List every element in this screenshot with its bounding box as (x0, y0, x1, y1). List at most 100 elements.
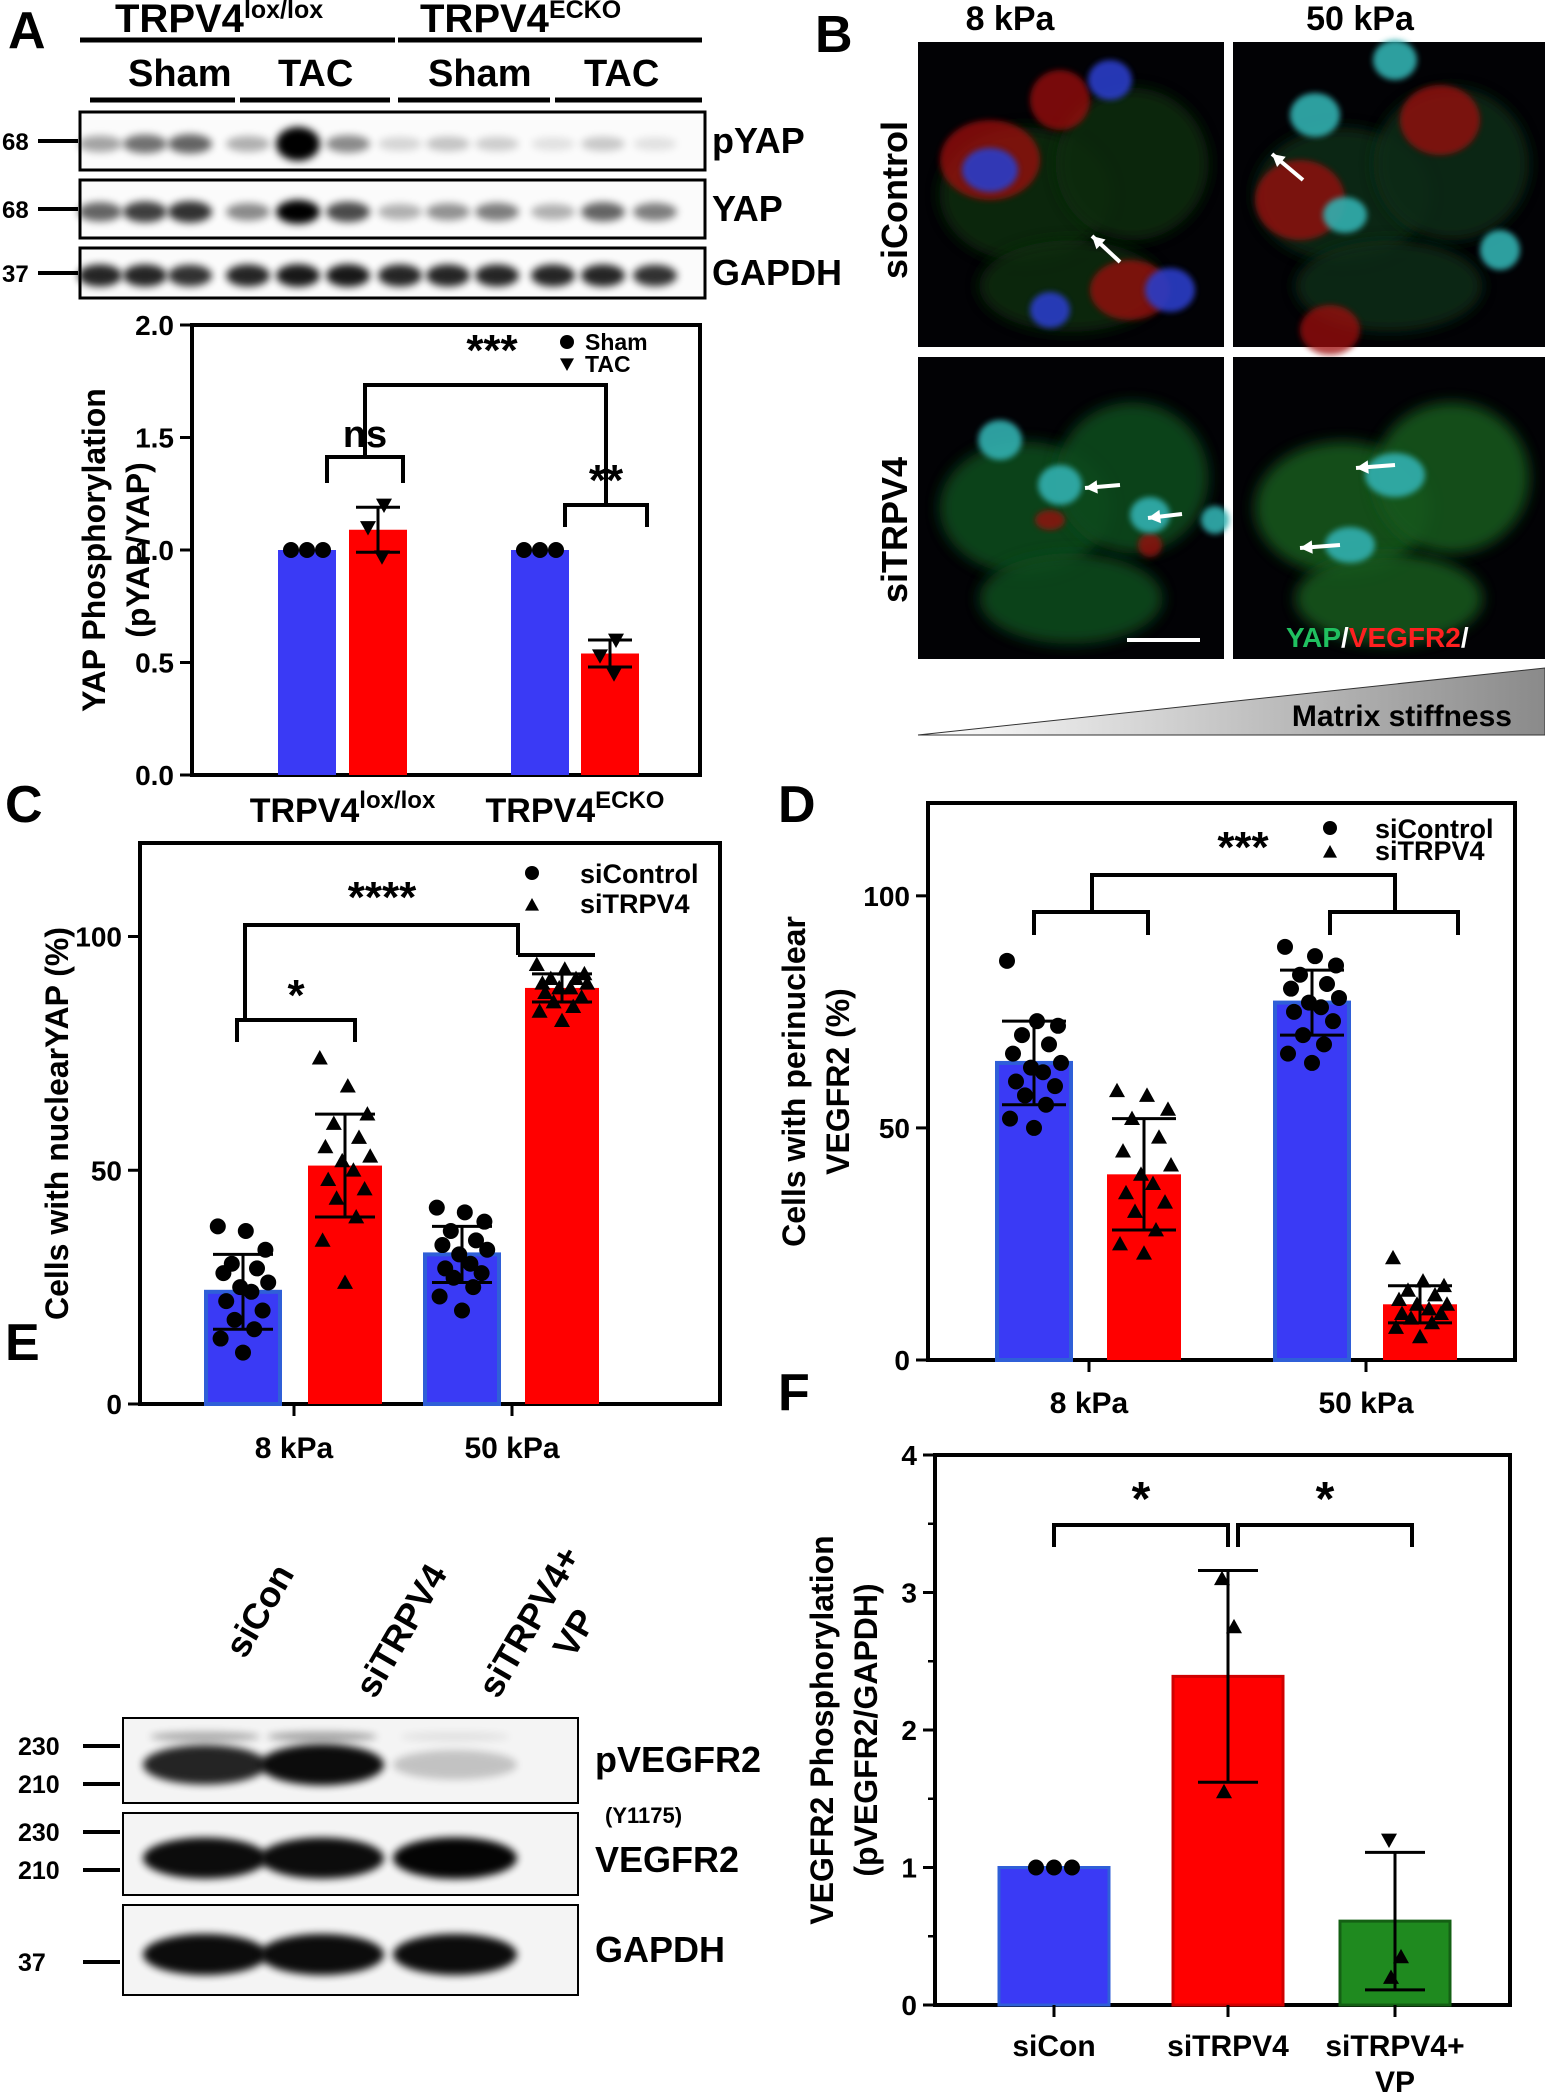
legend-label: siTRPV4 (580, 889, 690, 919)
row-label-sitrpv4: siTRPV4 (874, 457, 915, 603)
y-axis-label: VEGFR2 Phosphorylation (804, 1535, 840, 1924)
data-point (237, 1223, 254, 1240)
x-tick-label: 8 kPa (1050, 1387, 1129, 1420)
blot-band (78, 264, 122, 287)
y-axis-label: VEGFR2 (%) (820, 988, 856, 1175)
data-point (468, 1232, 484, 1249)
blot-band (378, 137, 422, 151)
micrograph-grid (918, 40, 1545, 659)
bar (349, 529, 407, 775)
data-point (1409, 1296, 1425, 1311)
sig-c-within-label: * (287, 971, 305, 1020)
data-point (442, 1223, 459, 1240)
data-point (1328, 957, 1344, 974)
sig-d-between-label: *** (1217, 823, 1269, 872)
y-tick-label: 0.5 (135, 648, 174, 679)
arrow-head (1272, 154, 1286, 168)
y-tick-label: 0 (106, 1389, 122, 1420)
data-point (1283, 980, 1299, 997)
data-point (246, 1321, 263, 1338)
y-axis-label: (pVEGFR2/GAPDH) (848, 1583, 884, 1876)
blot-band (226, 264, 270, 287)
blot-band (633, 202, 677, 221)
data-point (1005, 1045, 1021, 1062)
sig-c-between-bracket (243, 923, 520, 1020)
data-point (337, 1274, 353, 1289)
panel-letter-f: F (778, 1364, 810, 1422)
data-point (317, 1138, 334, 1154)
nucleus (1290, 93, 1340, 137)
blot-band (276, 264, 320, 287)
data-point (315, 542, 331, 558)
y-tick-label: 100 (863, 881, 910, 912)
blot-band (475, 202, 519, 221)
data-point (328, 1190, 345, 1205)
cytoplasm (979, 553, 1163, 644)
y-tick-label: 100 (75, 922, 122, 953)
data-point (1118, 1184, 1134, 1200)
arrow-head (1092, 236, 1106, 250)
data-point (1136, 1245, 1152, 1260)
blot-label: YAP (712, 188, 783, 229)
data-point (360, 521, 376, 536)
chart-d: 0 50 100 Cells with perinuclear VEGFR2 (%) 8 … (776, 801, 1517, 1420)
y-tick-label: 0.0 (135, 760, 174, 791)
data-point (545, 993, 562, 1009)
y-tick-label: 2 (901, 1715, 917, 1746)
blot-band (78, 135, 122, 152)
sig-f-1-bracket (1052, 1523, 1230, 1547)
data-point (1041, 1036, 1057, 1053)
data-point (1415, 1273, 1431, 1288)
blot-band-upper (400, 1731, 510, 1742)
vegfr2-signal (1030, 70, 1090, 130)
blot-label-site: (Y1175) (605, 1803, 682, 1828)
y-tick-label: 4 (901, 1440, 917, 1471)
nucleus (1088, 60, 1132, 100)
blot-band (143, 1744, 267, 1785)
group2-header: TRPV4ECKO (420, 0, 621, 41)
blot-band (581, 202, 625, 222)
data-point (516, 542, 532, 558)
legend-marker (1323, 821, 1337, 835)
mw-marker-label: 210 (18, 1857, 60, 1885)
data-point (434, 1237, 451, 1254)
data-point (479, 1241, 496, 1258)
panel-letter-e: E (5, 1314, 40, 1372)
data-point (1216, 1783, 1232, 1799)
x-tick-label: siCon (1012, 2030, 1095, 2063)
arrow-head (1085, 480, 1098, 494)
data-point (339, 1078, 356, 1093)
panel-e-lane-labels: siCon siTRPV4 siTRPV4+ VP (216, 1539, 604, 1704)
y-tick-label: 1.5 (135, 423, 174, 454)
data-point (1145, 1175, 1161, 1191)
y-axis-label: Cells with nuclearYAP (%) (39, 927, 75, 1320)
data-point (568, 970, 584, 985)
plot-frame (926, 801, 1517, 1362)
micrograph-tr8 (918, 357, 1229, 659)
mw-marker-label: 230 (18, 1733, 60, 1761)
blot-band (393, 1837, 517, 1879)
blot-band (226, 203, 270, 221)
mw-marker-label: 68 (2, 129, 29, 156)
blot-label: GAPDH (712, 252, 842, 293)
data-point (473, 1265, 490, 1282)
nucleus (1480, 230, 1520, 270)
tac2-label: TAC (584, 53, 659, 95)
data-point (592, 649, 608, 664)
bar (511, 550, 569, 775)
data-point (451, 1246, 468, 1263)
data-point (334, 1152, 351, 1168)
nucleus (1145, 268, 1195, 312)
data-point (1394, 1305, 1410, 1320)
data-point (548, 542, 564, 558)
data-point (1115, 1143, 1131, 1158)
data-point (257, 1241, 274, 1258)
data-point (1023, 1059, 1039, 1076)
nucleus (1030, 292, 1070, 328)
blot-label: pVEGFR2 (595, 1739, 761, 1780)
data-point (1400, 1282, 1416, 1297)
blot-band-upper (150, 1731, 260, 1742)
data-point (556, 961, 573, 976)
data-point (1028, 1859, 1044, 1876)
stiffness-gradient (917, 667, 1545, 736)
